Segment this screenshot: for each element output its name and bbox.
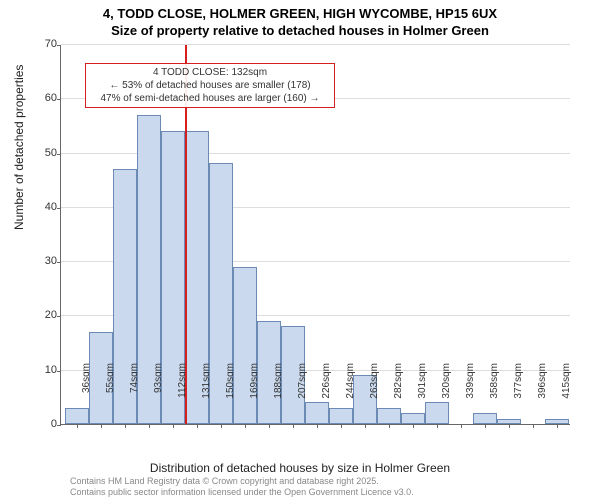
gridline (61, 44, 570, 45)
ytick-mark (57, 316, 61, 317)
annot-line3: 47% of semi-detached houses are larger (… (100, 93, 319, 104)
ytick-label: 30 (31, 255, 57, 267)
xtick-mark (245, 424, 246, 428)
ytick-mark (57, 45, 61, 46)
xtick-mark (533, 424, 534, 428)
ytick-mark (57, 154, 61, 155)
title-line1: 4, TODD CLOSE, HOLMER GREEN, HIGH WYCOMB… (103, 6, 497, 21)
xtick-mark (557, 424, 558, 428)
ytick-mark (57, 262, 61, 263)
xtick-mark (173, 424, 174, 428)
ytick-mark (57, 99, 61, 100)
xtick-mark (413, 424, 414, 428)
ytick-mark (57, 208, 61, 209)
ytick-label: 0 (31, 418, 57, 430)
ytick-label: 70 (31, 38, 57, 50)
xtick-mark (221, 424, 222, 428)
xtick-label: 396sqm (537, 363, 548, 423)
plot-region: 01020304050607036sqm55sqm74sqm93sqm112sq… (60, 45, 570, 425)
xtick-mark (269, 424, 270, 428)
xtick-label: 320sqm (441, 363, 452, 423)
xtick-mark (437, 424, 438, 428)
ytick-label: 40 (31, 201, 57, 213)
xtick-mark (197, 424, 198, 428)
title-line2: Size of property relative to detached ho… (111, 23, 489, 38)
xtick-mark (365, 424, 366, 428)
ytick-mark (57, 371, 61, 372)
annot-line1: 4 TODD CLOSE: 132sqm (153, 67, 267, 78)
footer-line2: Contains public sector information licen… (70, 487, 414, 497)
x-axis-label: Distribution of detached houses by size … (0, 461, 600, 475)
xtick-mark (317, 424, 318, 428)
footer-attribution: Contains HM Land Registry data © Crown c… (70, 476, 414, 498)
xtick-label: 358sqm (489, 363, 500, 423)
xtick-mark (341, 424, 342, 428)
footer-line1: Contains HM Land Registry data © Crown c… (70, 476, 379, 486)
xtick-mark (293, 424, 294, 428)
chart-area: 01020304050607036sqm55sqm74sqm93sqm112sq… (60, 45, 570, 425)
xtick-mark (461, 424, 462, 428)
xtick-mark (125, 424, 126, 428)
xtick-label: 377sqm (513, 363, 524, 423)
chart-title: 4, TODD CLOSE, HOLMER GREEN, HIGH WYCOMB… (0, 0, 600, 40)
ytick-label: 10 (31, 364, 57, 376)
ytick-label: 50 (31, 147, 57, 159)
xtick-label: 415sqm (561, 363, 572, 423)
xtick-mark (149, 424, 150, 428)
ytick-label: 60 (31, 92, 57, 104)
xtick-mark (101, 424, 102, 428)
reference-annotation: 4 TODD CLOSE: 132sqm ← 53% of detached ho… (85, 63, 335, 108)
xtick-mark (485, 424, 486, 428)
ytick-mark (57, 425, 61, 426)
xtick-mark (77, 424, 78, 428)
annot-line2: ← 53% of detached houses are smaller (17… (109, 80, 310, 91)
xtick-mark (509, 424, 510, 428)
ytick-label: 20 (31, 309, 57, 321)
xtick-mark (389, 424, 390, 428)
y-axis-label: Number of detached properties (12, 65, 26, 230)
